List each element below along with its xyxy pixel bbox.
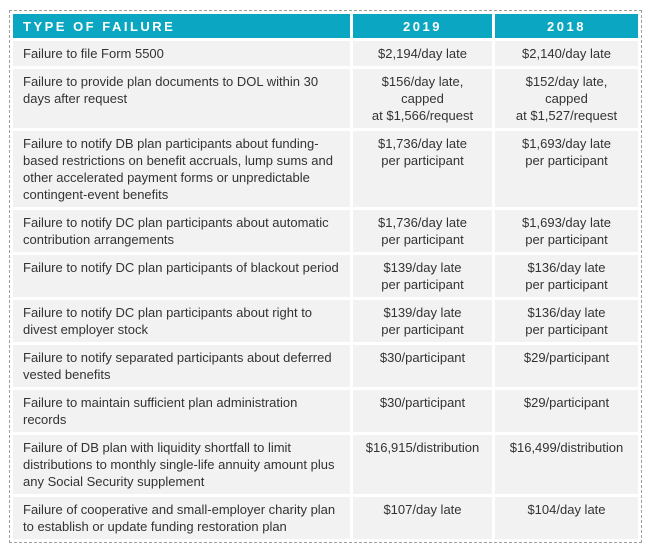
failure-cell: Failure to notify DC plan participants o… — [13, 255, 350, 297]
value-2018-cell: $16,499/distribution — [495, 435, 638, 494]
table-row: Failure to notify DC plan participants a… — [13, 300, 638, 342]
failure-cell: Failure to notify DC plan participants a… — [13, 300, 350, 342]
value-2019-cell: $139/day late per participant — [353, 300, 492, 342]
value-2018-cell: $29/participant — [495, 390, 638, 432]
penalty-table-container: TYPE OF FAILURE 2019 2018 Failure to fil… — [9, 10, 642, 543]
value-2019-cell: $16,915/distribution — [353, 435, 492, 494]
table-row: Failure to notify DC plan participants a… — [13, 210, 638, 252]
value-2019-cell: $30/participant — [353, 345, 492, 387]
value-2019-cell: $30/participant — [353, 390, 492, 432]
penalty-table: TYPE OF FAILURE 2019 2018 Failure to fil… — [9, 10, 642, 543]
failure-cell: Failure of cooperative and small-employe… — [13, 497, 350, 539]
value-2018-cell: $136/day late per participant — [495, 255, 638, 297]
table-row: Failure of cooperative and small-employe… — [13, 497, 638, 539]
table-row: Failure to maintain sufficient plan admi… — [13, 390, 638, 432]
value-2018-cell: $29/participant — [495, 345, 638, 387]
table-row: Failure of DB plan with liquidity shortf… — [13, 435, 638, 494]
failure-cell: Failure to notify separated participants… — [13, 345, 350, 387]
value-2018-cell: $2,140/day late — [495, 41, 638, 66]
failure-cell: Failure to maintain sufficient plan admi… — [13, 390, 350, 432]
table-row: Failure to file Form 5500 $2,194/day lat… — [13, 41, 638, 66]
failure-cell: Failure to notify DB plan participants a… — [13, 131, 350, 207]
failure-cell: Failure to notify DC plan participants a… — [13, 210, 350, 252]
failure-cell: Failure to file Form 5500 — [13, 41, 350, 66]
table-row: Failure to notify DC plan participants o… — [13, 255, 638, 297]
column-header-2018: 2018 — [495, 14, 638, 38]
value-2019-cell: $1,736/day late per participant — [353, 131, 492, 207]
failure-cell: Failure to provide plan documents to DOL… — [13, 69, 350, 128]
header-row: TYPE OF FAILURE 2019 2018 — [13, 14, 638, 38]
column-header-type-of-failure: TYPE OF FAILURE — [13, 14, 350, 38]
failure-cell: Failure of DB plan with liquidity shortf… — [13, 435, 350, 494]
value-2018-cell: $136/day late per participant — [495, 300, 638, 342]
value-2018-cell: $152/day late, capped at $1,527/request — [495, 69, 638, 128]
table-row: Failure to notify DB plan participants a… — [13, 131, 638, 207]
value-2019-cell: $1,736/day late per participant — [353, 210, 492, 252]
value-2019-cell: $139/day late per participant — [353, 255, 492, 297]
value-2018-cell: $1,693/day late per participant — [495, 210, 638, 252]
value-2018-cell: $1,693/day late per participant — [495, 131, 638, 207]
value-2018-cell: $104/day late — [495, 497, 638, 539]
table-row: Failure to provide plan documents to DOL… — [13, 69, 638, 128]
column-header-2019: 2019 — [353, 14, 492, 38]
value-2019-cell: $107/day late — [353, 497, 492, 539]
value-2019-cell: $2,194/day late — [353, 41, 492, 66]
table-row: Failure to notify separated participants… — [13, 345, 638, 387]
value-2019-cell: $156/day late, capped at $1,566/request — [353, 69, 492, 128]
